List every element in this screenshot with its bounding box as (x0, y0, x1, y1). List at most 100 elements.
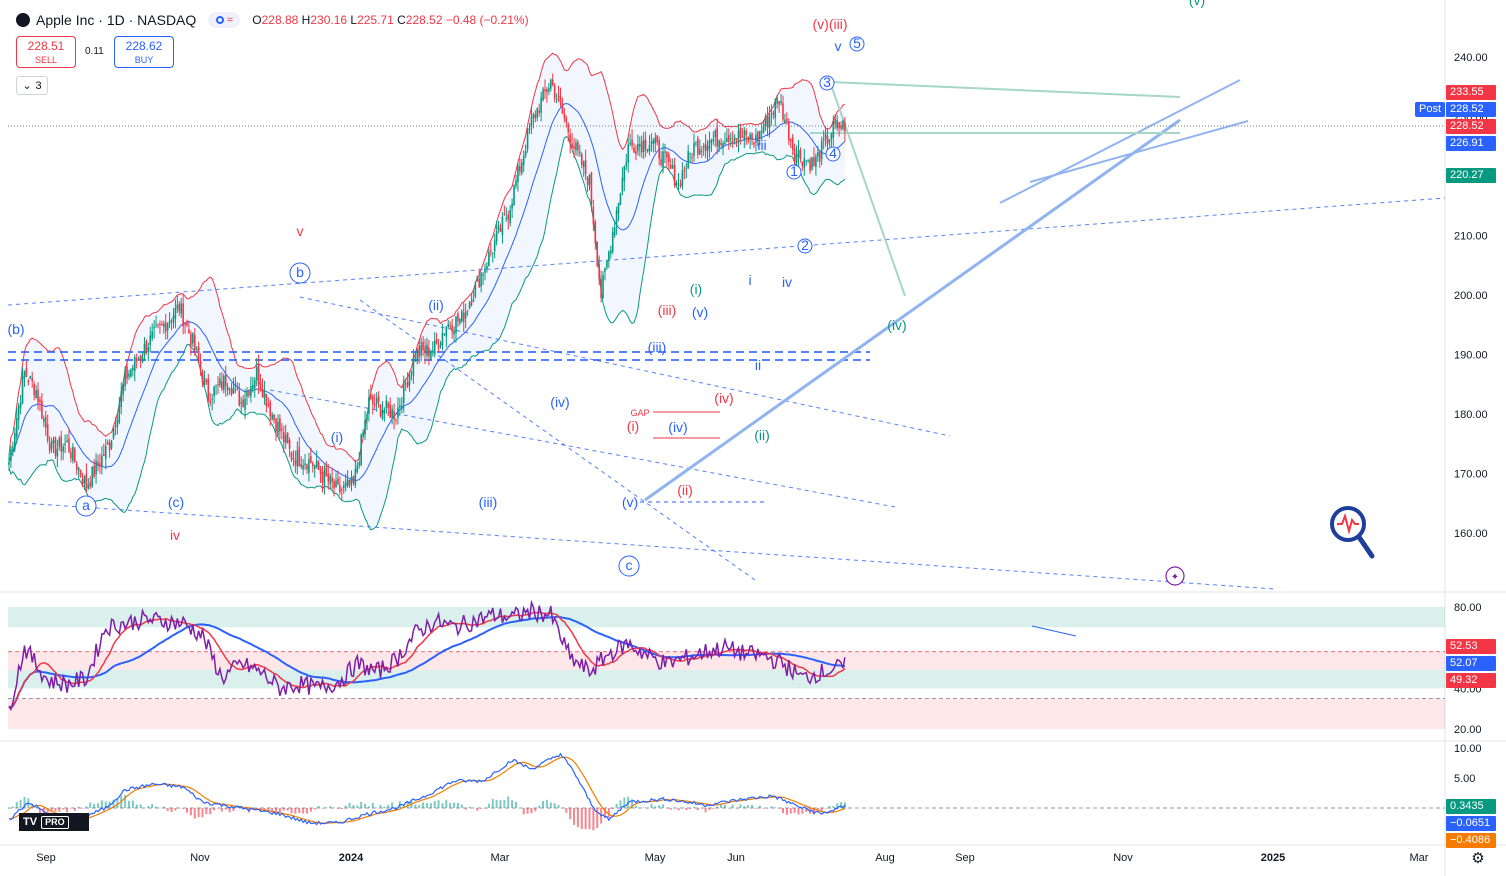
candle (360, 434, 362, 466)
macd-hist-bar (747, 805, 750, 808)
candle (842, 120, 844, 129)
candle (226, 387, 229, 390)
candle (803, 158, 806, 169)
macd-hist-bar (631, 799, 634, 808)
candle (139, 355, 142, 359)
candle (660, 159, 662, 165)
candle (724, 142, 726, 144)
candle (801, 161, 804, 166)
candle (221, 381, 223, 389)
sell-button[interactable]: 228.51 SELL (16, 36, 76, 68)
gear-icon[interactable]: ⚙ (1471, 850, 1485, 867)
candle (834, 118, 837, 125)
post-market-label: Post (1415, 102, 1445, 117)
candle (797, 150, 800, 158)
macd-hist-bar (797, 808, 800, 815)
candle (611, 231, 614, 252)
indicators-count: 3 (35, 79, 42, 92)
candle (720, 142, 722, 145)
candle (836, 120, 838, 128)
candle (383, 409, 386, 414)
candle (666, 151, 668, 158)
candle (104, 445, 107, 459)
candle (141, 356, 144, 363)
magnifier-icon (1330, 506, 1375, 559)
candle (623, 166, 626, 181)
time-axis-tick: 2024 (339, 852, 364, 864)
candle (124, 369, 126, 387)
indicators-collapse-button[interactable]: ⌄ 3 (16, 76, 48, 95)
candle (234, 385, 237, 387)
candle (292, 458, 295, 460)
candle (669, 164, 672, 169)
candle (828, 139, 831, 143)
candle (414, 359, 417, 361)
candle (704, 143, 707, 151)
macd-hist-bar (785, 808, 788, 815)
macd-hist-bar (35, 807, 38, 808)
macd-hist-bar (607, 808, 610, 818)
candle (608, 251, 610, 262)
macd-hist-bar (69, 808, 72, 809)
candle (23, 370, 26, 379)
candle (143, 343, 146, 356)
buy-button[interactable]: 228.62 BUY (114, 36, 174, 68)
macd-hist-bar (317, 806, 320, 808)
candle (755, 134, 757, 143)
candle (296, 450, 299, 467)
wave-label: (iv) (887, 317, 906, 333)
macd-hist-bar (50, 808, 53, 812)
macd-hist-bar (681, 807, 684, 809)
candle (21, 376, 24, 404)
macd-hist-bar (592, 808, 595, 831)
candle (567, 123, 570, 133)
price-axis-tick: 180.00 (1454, 409, 1488, 421)
macd-hist-bar (596, 808, 599, 828)
macd-label-1: 0.3435 (1446, 799, 1496, 814)
candle (770, 114, 773, 116)
candle (75, 463, 78, 470)
wave-label: c (626, 557, 633, 573)
compare-toggle[interactable]: ≈ (208, 12, 241, 28)
candle (250, 386, 252, 397)
candle (679, 183, 682, 186)
macd-hist-bar (19, 799, 22, 808)
candle (77, 467, 80, 471)
candle (633, 147, 635, 153)
candle (269, 402, 272, 417)
candle (163, 323, 165, 327)
candle (151, 331, 153, 339)
candle (103, 454, 105, 457)
time-axis-tick: Mar (491, 852, 510, 864)
candle (306, 464, 308, 470)
candle (815, 156, 817, 167)
candle (728, 135, 730, 142)
candle (625, 162, 628, 167)
candle (712, 139, 715, 141)
macd-hist-bar (805, 808, 808, 812)
wave-label-circle (786, 164, 802, 180)
macd-hist-bar (236, 807, 239, 808)
candle (439, 343, 442, 346)
candle (561, 102, 564, 114)
candle (213, 386, 215, 397)
macd-hist-bar (85, 806, 88, 808)
candle (112, 428, 115, 439)
trendline (269, 389, 896, 508)
macd-hist-bar (344, 805, 347, 808)
macd-hist-bar (456, 802, 459, 808)
macd-hist-bar (619, 800, 622, 808)
symbol-title[interactable]: Apple Inc · 1D · NASDAQ (36, 12, 197, 28)
macd-hist-bar (182, 808, 185, 809)
chevron-down-icon: ⌄ (22, 80, 32, 92)
macd-hist-bar (340, 808, 343, 810)
candle (64, 443, 66, 445)
candle (513, 185, 515, 206)
candle (658, 140, 660, 159)
candle (81, 479, 84, 484)
candle (507, 214, 510, 220)
time-axis-tick: 2025 (1261, 852, 1285, 864)
candle (358, 462, 361, 466)
candle (54, 436, 57, 456)
